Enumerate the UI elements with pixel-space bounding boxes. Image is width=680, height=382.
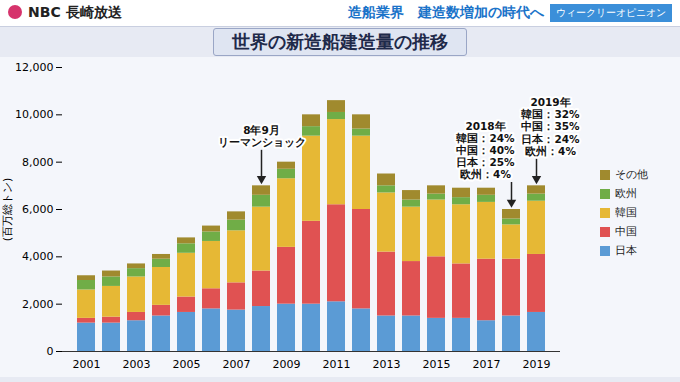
svg-text:8,000: 8,000 bbox=[22, 156, 54, 169]
svg-text:8年9月リーマンショック: 8年9月リーマンショック bbox=[218, 124, 306, 148]
html-text:ウィークリーオピニオン: ウィークリーオピニオン bbox=[556, 7, 666, 18]
svg-text:2019年韓国：32%中国：35%日本：24%欧州：4%: 2019年韓国：32%中国：35%日本：24%欧州：4% bbox=[521, 96, 580, 156]
svg-text:12,000: 12,000 bbox=[15, 61, 54, 74]
svg-text:2005: 2005 bbox=[173, 358, 201, 371]
svg-text:6,000: 6,000 bbox=[22, 203, 54, 216]
svg-text:0: 0 bbox=[47, 345, 54, 358]
svg-text:4,000: 4,000 bbox=[22, 250, 54, 263]
html-text:中国: 中国 bbox=[615, 225, 637, 238]
svg-text:2017: 2017 bbox=[473, 358, 501, 371]
svg-text:(百万総トン): (百万総トン) bbox=[1, 178, 14, 242]
svg-text:2009: 2009 bbox=[273, 358, 301, 371]
svg-text:2018年韓国：24%中国：40%日本：25%欧州：4%: 2018年韓国：24%中国：40%日本：25%欧州：4% bbox=[456, 120, 515, 180]
html-text:韓国: 韓国 bbox=[615, 206, 637, 219]
svg-text:2007: 2007 bbox=[223, 358, 251, 371]
svg-text:2015: 2015 bbox=[423, 358, 451, 371]
html-text:日本: 日本 bbox=[615, 244, 637, 257]
svg-text:2019: 2019 bbox=[523, 358, 551, 371]
html-text:NBC 長崎放送: NBC 長崎放送 bbox=[28, 4, 122, 20]
html-text:造船業界 建造数増加の時代へ: 造船業界 建造数増加の時代へ bbox=[348, 4, 544, 20]
svg-text:2,000: 2,000 bbox=[22, 298, 54, 311]
svg-text:2001: 2001 bbox=[73, 358, 101, 371]
svg-text:10,000: 10,000 bbox=[15, 108, 54, 121]
svg-text:2011: 2011 bbox=[323, 358, 351, 371]
svg-text:2013: 2013 bbox=[373, 358, 401, 371]
html-text:世界の新造船建造量の推移: 世界の新造船建造量の推移 bbox=[232, 31, 448, 52]
svg-text:2003: 2003 bbox=[123, 358, 151, 371]
html-text:欧州: 欧州 bbox=[615, 187, 637, 200]
html-text:その他: その他 bbox=[615, 168, 648, 181]
